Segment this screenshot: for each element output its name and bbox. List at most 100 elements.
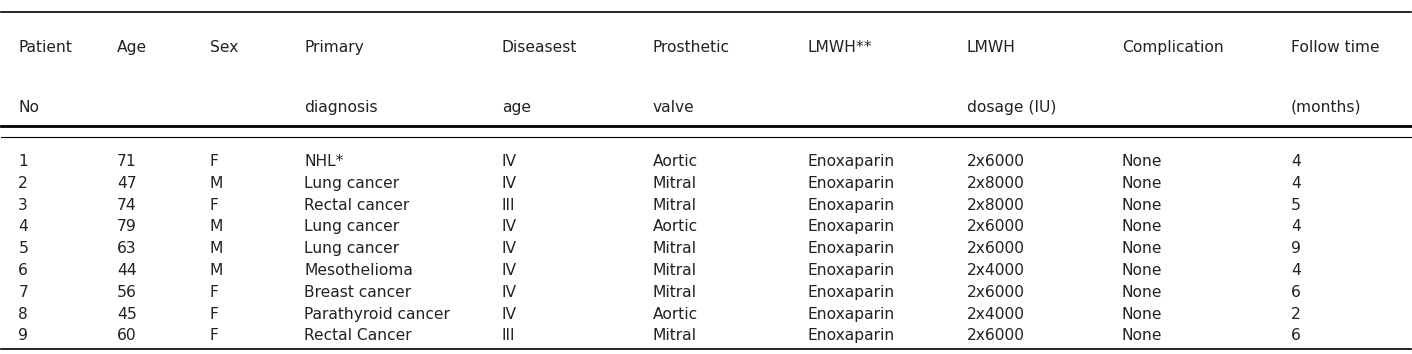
Text: 47: 47 [117,176,137,191]
Text: Breast cancer: Breast cancer [305,285,411,300]
Text: 2x6000: 2x6000 [967,219,1025,234]
Text: M: M [210,219,223,234]
Text: Rectal cancer: Rectal cancer [305,198,409,213]
Text: None: None [1121,241,1162,256]
Text: Patient: Patient [18,40,72,55]
Text: 6: 6 [1291,329,1300,343]
Text: Enoxaparin: Enoxaparin [808,154,895,169]
Text: None: None [1121,307,1162,321]
Text: 9: 9 [1291,241,1300,256]
Text: 45: 45 [117,307,137,321]
Text: 60: 60 [117,329,137,343]
Text: Enoxaparin: Enoxaparin [808,241,895,256]
Text: M: M [210,241,223,256]
Text: 71: 71 [117,154,137,169]
Text: 44: 44 [117,263,137,278]
Text: Lung cancer: Lung cancer [305,219,400,234]
Text: F: F [210,307,219,321]
Text: M: M [210,263,223,278]
Text: Prosthetic: Prosthetic [652,40,730,55]
Text: None: None [1121,219,1162,234]
Text: Parathyroid cancer: Parathyroid cancer [305,307,450,321]
Text: Diseasest: Diseasest [501,40,578,55]
Text: 4: 4 [1291,263,1300,278]
Text: Aortic: Aortic [652,154,698,169]
Text: 6: 6 [18,263,28,278]
Text: Mitral: Mitral [652,198,696,213]
Text: IV: IV [501,285,517,300]
Text: Enoxaparin: Enoxaparin [808,176,895,191]
Text: Mitral: Mitral [652,329,696,343]
Text: Enoxaparin: Enoxaparin [808,263,895,278]
Text: Follow time: Follow time [1291,40,1380,55]
Text: 3: 3 [18,198,28,213]
Text: 8: 8 [18,307,28,321]
Text: Mitral: Mitral [652,241,696,256]
Text: 79: 79 [117,219,137,234]
Text: 5: 5 [1291,198,1300,213]
Text: (months): (months) [1291,100,1361,115]
Text: LMWH: LMWH [967,40,1015,55]
Text: Enoxaparin: Enoxaparin [808,307,895,321]
Text: III: III [501,198,515,213]
Text: age: age [501,100,531,115]
Text: Complication: Complication [1121,40,1223,55]
Text: 2x8000: 2x8000 [967,198,1025,213]
Text: Lung cancer: Lung cancer [305,176,400,191]
Text: 56: 56 [117,285,137,300]
Text: IV: IV [501,219,517,234]
Text: 4: 4 [1291,219,1300,234]
Text: 1: 1 [18,154,28,169]
Text: Mitral: Mitral [652,176,696,191]
Text: 4: 4 [1291,154,1300,169]
Text: None: None [1121,154,1162,169]
Text: 74: 74 [117,198,137,213]
Text: M: M [210,176,223,191]
Text: F: F [210,154,219,169]
Text: 2x6000: 2x6000 [967,329,1025,343]
Text: Mitral: Mitral [652,263,696,278]
Text: F: F [210,198,219,213]
Text: 4: 4 [18,219,28,234]
Text: 6: 6 [1291,285,1300,300]
Text: 2x6000: 2x6000 [967,285,1025,300]
Text: F: F [210,285,219,300]
Text: Mesothelioma: Mesothelioma [305,263,414,278]
Text: 7: 7 [18,285,28,300]
Text: 4: 4 [1291,176,1300,191]
Text: NHL*: NHL* [305,154,345,169]
Text: 5: 5 [18,241,28,256]
Text: valve: valve [652,100,695,115]
Text: LMWH**: LMWH** [808,40,873,55]
Text: 2: 2 [18,176,28,191]
Text: 63: 63 [117,241,137,256]
Text: Age: Age [117,40,147,55]
Text: dosage (IU): dosage (IU) [967,100,1056,115]
Text: None: None [1121,176,1162,191]
Text: 2x4000: 2x4000 [967,307,1025,321]
Text: IV: IV [501,263,517,278]
Text: Enoxaparin: Enoxaparin [808,198,895,213]
Text: F: F [210,329,219,343]
Text: IV: IV [501,307,517,321]
Text: Enoxaparin: Enoxaparin [808,329,895,343]
Text: Mitral: Mitral [652,285,696,300]
Text: 2: 2 [1291,307,1300,321]
Text: diagnosis: diagnosis [305,100,378,115]
Text: IV: IV [501,154,517,169]
Text: Sex: Sex [210,40,239,55]
Text: 2x8000: 2x8000 [967,176,1025,191]
Text: Enoxaparin: Enoxaparin [808,285,895,300]
Text: None: None [1121,329,1162,343]
Text: Aortic: Aortic [652,219,698,234]
Text: Primary: Primary [305,40,364,55]
Text: 2x4000: 2x4000 [967,263,1025,278]
Text: 2x6000: 2x6000 [967,241,1025,256]
Text: Enoxaparin: Enoxaparin [808,219,895,234]
Text: None: None [1121,263,1162,278]
Text: None: None [1121,198,1162,213]
Text: Rectal Cancer: Rectal Cancer [305,329,412,343]
Text: III: III [501,329,515,343]
Text: Aortic: Aortic [652,307,698,321]
Text: 9: 9 [18,329,28,343]
